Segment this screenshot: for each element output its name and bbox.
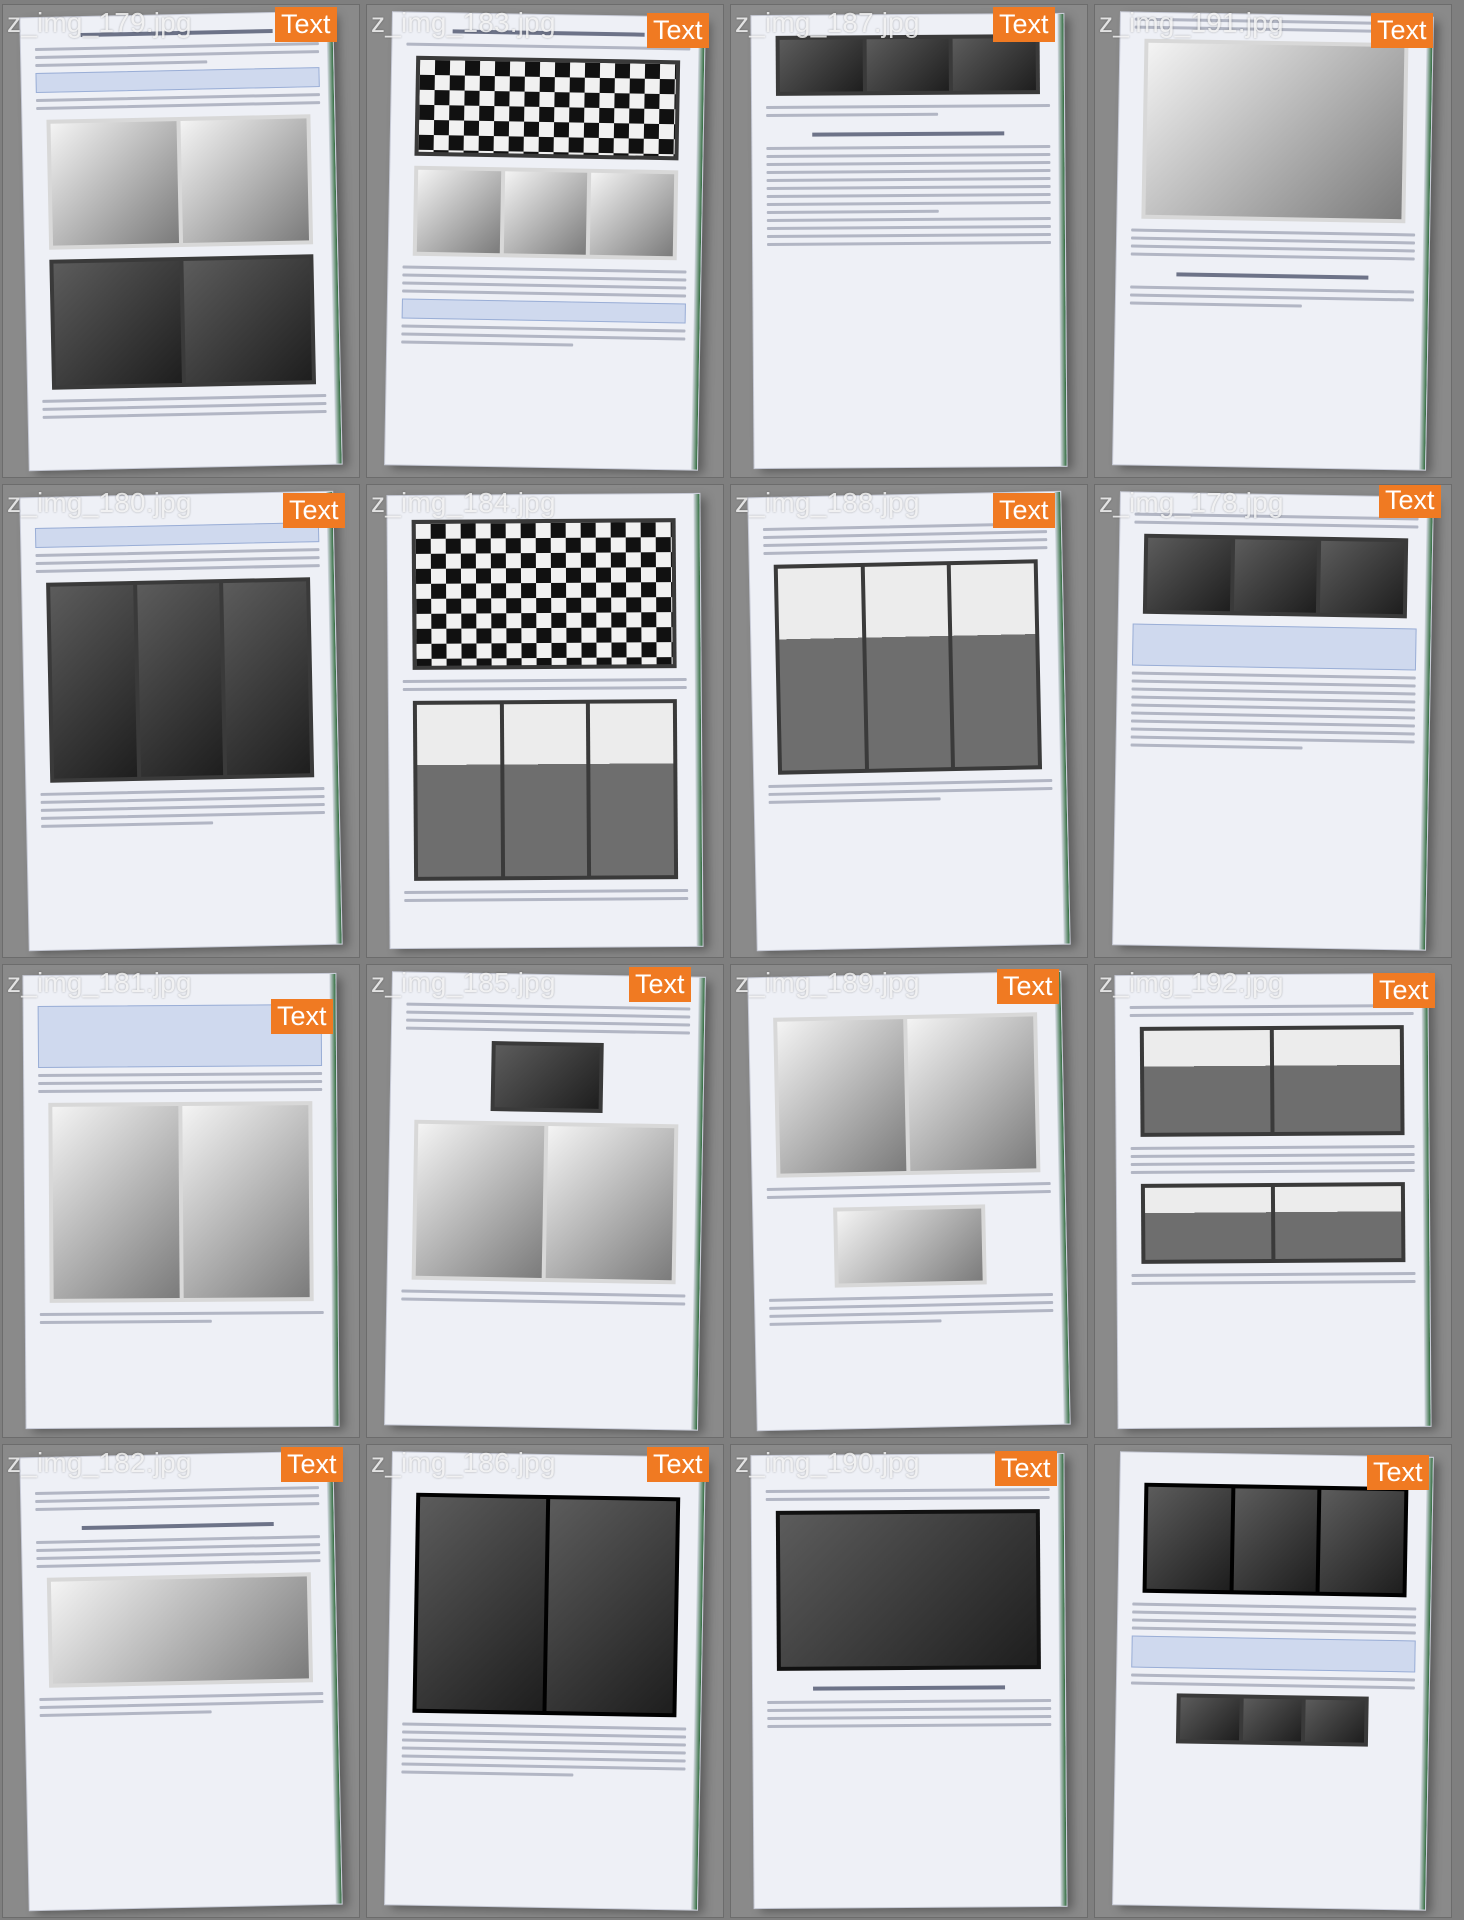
filename-label: z_img_182.jpg xyxy=(7,1447,192,1478)
book-page-photo xyxy=(387,493,703,949)
text-badge: Text xyxy=(1379,485,1441,518)
book-page-photo xyxy=(20,1451,342,1911)
book-page-photo xyxy=(20,11,342,471)
image-tile[interactable]: z_img_186.jpg Text xyxy=(366,1444,724,1918)
book-page-photo xyxy=(385,1452,705,1910)
text-badge: Text xyxy=(629,967,691,1002)
image-tile[interactable]: z_img_189.jpg Text xyxy=(730,964,1088,1438)
text-badge: Text xyxy=(647,1447,709,1482)
text-badge: Text xyxy=(997,969,1059,1004)
filename-label: z_img_187.jpg xyxy=(735,7,920,38)
filename-label: z_img_185.jpg xyxy=(371,967,556,998)
image-tile[interactable]: z_img_188.jpg Text xyxy=(730,484,1088,958)
book-page-photo xyxy=(748,491,1070,951)
filename-label: z_img_183.jpg xyxy=(371,7,556,38)
filename-label: z_img_189.jpg xyxy=(735,967,920,998)
text-badge: Text xyxy=(1371,13,1433,48)
filename-label: z_img_191.jpg xyxy=(1099,7,1284,38)
book-page-photo xyxy=(1113,1452,1433,1910)
image-tile[interactable]: z_img_182.jpg Text xyxy=(2,1444,360,1918)
image-tile[interactable]: z_img_190.jpg Text xyxy=(730,1444,1088,1918)
text-badge: Text xyxy=(281,1447,343,1482)
image-tile[interactable]: z_img_183.jpg Text xyxy=(366,4,724,478)
filename-label: z_img_192.jpg xyxy=(1099,967,1284,998)
filename-label: z_img_180.jpg xyxy=(7,487,192,518)
text-badge: Text xyxy=(993,7,1055,42)
filename-label: z_img_188.jpg xyxy=(735,487,920,518)
image-tile[interactable]: z_img_184.jpg xyxy=(366,484,724,958)
filename-label: z_img_186.jpg xyxy=(371,1447,556,1478)
image-tile[interactable]: z_img_178.jpg Text xyxy=(1094,484,1452,958)
image-tile[interactable]: z_img_181.jpg Text xyxy=(2,964,360,1438)
image-tile[interactable]: z_img_179.jpg Text xyxy=(2,4,360,478)
filename-label: z_img_179.jpg xyxy=(7,7,192,38)
book-page-photo xyxy=(751,13,1067,469)
image-tile[interactable]: z_img_185.jpg Text xyxy=(366,964,724,1438)
book-page-photo xyxy=(751,1453,1067,1909)
book-page-photo xyxy=(23,973,339,1429)
text-badge: Text xyxy=(271,999,333,1034)
image-tile[interactable]: z_img_180.jpg Text xyxy=(2,484,360,958)
filename-label: z_img_184.jpg xyxy=(371,487,556,518)
book-page-photo xyxy=(1115,973,1431,1429)
filename-label: z_img_190.jpg xyxy=(735,1447,920,1478)
image-tile[interactable]: Text xyxy=(1094,1444,1452,1918)
text-badge: Text xyxy=(1367,1455,1429,1490)
text-badge: Text xyxy=(283,493,345,528)
text-badge: Text xyxy=(647,13,709,48)
book-page-photo xyxy=(20,491,342,951)
image-tile[interactable]: z_img_192.jpg Text xyxy=(1094,964,1452,1438)
book-page-photo xyxy=(1113,492,1433,950)
text-badge: Text xyxy=(995,1451,1057,1486)
image-tile[interactable]: z_img_191.jpg Text xyxy=(1094,4,1452,478)
text-badge: Text xyxy=(1373,973,1435,1008)
book-page-photo xyxy=(385,972,705,1430)
book-page-photo xyxy=(748,971,1070,1431)
book-page-photo xyxy=(385,12,705,470)
text-badge: Text xyxy=(993,493,1055,528)
image-tile[interactable]: z_img_187.jpg Text xyxy=(730,4,1088,478)
filename-label: z_img_178.jpg xyxy=(1099,487,1284,518)
text-badge: Text xyxy=(275,7,337,42)
book-page-photo xyxy=(1113,12,1433,470)
filename-label: z_img_181.jpg xyxy=(7,967,192,998)
